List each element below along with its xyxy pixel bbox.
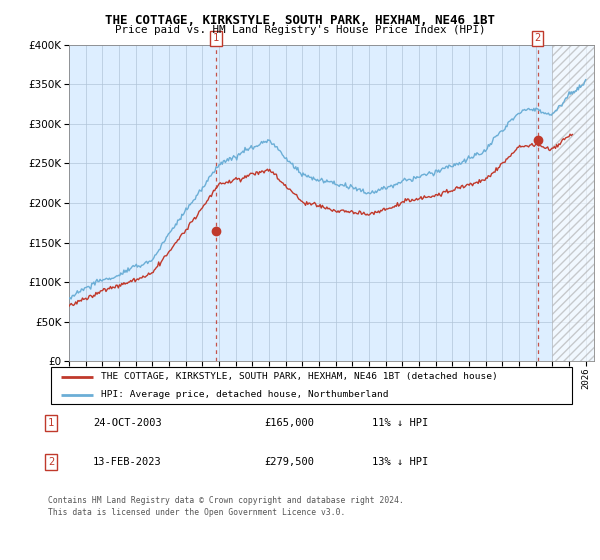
Text: £279,500: £279,500 — [264, 457, 314, 467]
Text: 2: 2 — [48, 457, 54, 467]
Text: Contains HM Land Registry data © Crown copyright and database right 2024.: Contains HM Land Registry data © Crown c… — [48, 496, 404, 505]
Text: 11% ↓ HPI: 11% ↓ HPI — [372, 418, 428, 428]
Text: 13% ↓ HPI: 13% ↓ HPI — [372, 457, 428, 467]
Text: THE COTTAGE, KIRKSTYLE, SOUTH PARK, HEXHAM, NE46 1BT (detached house): THE COTTAGE, KIRKSTYLE, SOUTH PARK, HEXH… — [101, 372, 497, 381]
Text: 2: 2 — [535, 33, 541, 43]
Polygon shape — [553, 45, 594, 361]
Text: HPI: Average price, detached house, Northumberland: HPI: Average price, detached house, Nort… — [101, 390, 388, 399]
Text: 1: 1 — [48, 418, 54, 428]
Text: 1: 1 — [213, 33, 219, 43]
Text: £165,000: £165,000 — [264, 418, 314, 428]
Text: THE COTTAGE, KIRKSTYLE, SOUTH PARK, HEXHAM, NE46 1BT: THE COTTAGE, KIRKSTYLE, SOUTH PARK, HEXH… — [105, 14, 495, 27]
Text: 13-FEB-2023: 13-FEB-2023 — [93, 457, 162, 467]
Text: Price paid vs. HM Land Registry's House Price Index (HPI): Price paid vs. HM Land Registry's House … — [115, 25, 485, 35]
Text: This data is licensed under the Open Government Licence v3.0.: This data is licensed under the Open Gov… — [48, 508, 346, 517]
FancyBboxPatch shape — [50, 367, 572, 404]
Text: 24-OCT-2003: 24-OCT-2003 — [93, 418, 162, 428]
